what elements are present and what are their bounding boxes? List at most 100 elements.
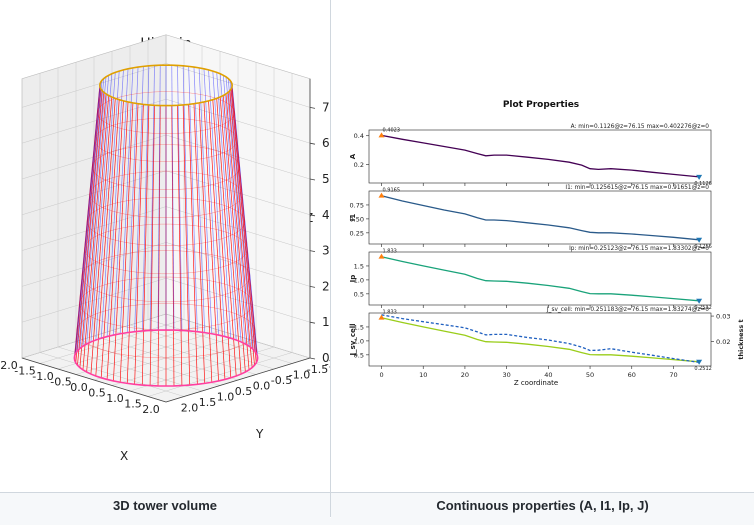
z-tick xyxy=(309,286,316,288)
y-tick-label: 1.0 xyxy=(354,276,364,284)
floor-grid-line xyxy=(39,352,185,397)
z-tick xyxy=(309,321,316,324)
y-tick-label: 0.0 xyxy=(253,379,270,392)
x-tick-label: 1.5 xyxy=(124,397,142,410)
tower-figure-panel: Histwin X Y Z 010203040506070-2.0-1.5-1.… xyxy=(0,0,346,492)
bottom-strip xyxy=(0,518,754,525)
x-tick-label: 20 xyxy=(461,371,469,379)
y-tick-label: 0.5 xyxy=(235,385,253,398)
z-tick-label: 50 xyxy=(322,172,330,186)
property-line xyxy=(381,256,700,302)
z-tick-label: 10 xyxy=(322,315,330,329)
z-tick-label: 0 xyxy=(322,351,330,365)
x-tick-label: 50 xyxy=(586,371,594,379)
z-tick-label: 40 xyxy=(322,208,330,222)
y-tick-label: 1.5 xyxy=(199,396,217,409)
floor-grid-line xyxy=(57,346,203,392)
y2-tick-label: 0.02 xyxy=(716,338,730,346)
properties-figure-panel: Plot Properties Z coordinate 0.2 0.4 A A: m… xyxy=(331,0,754,492)
x-tick-label: 1.0 xyxy=(106,392,124,405)
subplot-frame xyxy=(368,251,712,306)
y-tick-label: 1.0 xyxy=(354,337,364,345)
x-axis-line xyxy=(21,357,167,403)
min-value-label: 0.2512 xyxy=(694,305,712,311)
y-tick-label: 1.5 xyxy=(354,262,364,270)
caption-left: 3D tower volume xyxy=(0,492,330,518)
subplot-frame xyxy=(368,129,712,184)
y2-axis-label: thickness t xyxy=(737,319,745,359)
min-marker xyxy=(696,298,703,304)
subplot-annotation: J_sv_cell: min=0.251183@z=76.15 max=1.83… xyxy=(546,307,709,313)
y-tick-label: 0.50 xyxy=(350,215,364,223)
x-tick-label: 40 xyxy=(544,371,552,379)
y-tick-label: 1.0 xyxy=(217,390,235,403)
y-tick-label: 0.25 xyxy=(350,229,364,237)
max-marker xyxy=(378,253,385,259)
properties-chart-title: Plot Properties xyxy=(503,100,579,110)
subplot-annotation: Ip: min=0.25123@z=76.15 max=1.83302@z=0 xyxy=(569,246,709,252)
tower-ring xyxy=(81,250,251,303)
panel-divider xyxy=(330,0,331,517)
z-tick xyxy=(309,142,316,145)
max-value-label: 0.4023 xyxy=(383,127,401,133)
min-marker xyxy=(696,359,703,365)
y-tick-label: 0.5 xyxy=(354,290,364,298)
y-tick-label: -0.5 xyxy=(271,374,292,387)
z-tick-label: 70 xyxy=(322,100,330,114)
tower-ring xyxy=(84,223,248,274)
property-line xyxy=(381,317,700,363)
z-tick xyxy=(309,250,316,252)
floor-grid-line xyxy=(147,352,293,397)
tower-mesh xyxy=(74,65,258,387)
tower-ring xyxy=(79,276,253,331)
y2-tick-label: 0.03 xyxy=(716,313,730,321)
tower-ring xyxy=(94,117,238,162)
max-value-label: 0.9165 xyxy=(383,188,401,194)
x-axis-label: Z coordinate xyxy=(514,379,558,387)
x-tick-label: 0.5 xyxy=(88,386,106,399)
x-tick-label: 10 xyxy=(419,371,427,379)
y-axis-label: I1 xyxy=(349,214,357,222)
y-axis-label: Ip xyxy=(349,275,357,283)
x-tick-label: 0 xyxy=(379,371,383,379)
y-tick-label: 0.75 xyxy=(350,201,364,209)
min-value-label: 0.1256 xyxy=(694,244,712,250)
max-marker xyxy=(378,192,385,198)
floor-grid-line xyxy=(129,346,275,392)
y-axis-line xyxy=(165,357,311,403)
z-tick-label: 60 xyxy=(322,136,330,150)
subplot-annotation: A: min=0.1126@z=76.15 max=0.402276@z=0 xyxy=(571,124,710,130)
y-tick-label: 0.4 xyxy=(354,132,364,140)
max-value-label: 1.833 xyxy=(383,249,397,255)
z-tick xyxy=(309,214,316,217)
tower-ring xyxy=(87,197,245,246)
property-line xyxy=(381,134,700,178)
min-value-label: 0.1126 xyxy=(694,181,712,187)
x-tick-label: 60 xyxy=(628,371,636,379)
x-tick-label: -2.0 xyxy=(0,359,18,372)
z-tick-label: 30 xyxy=(322,244,330,258)
bottom-ring xyxy=(73,329,259,387)
y-axis-label: Y xyxy=(255,427,264,441)
x-tick-label: 2.0 xyxy=(142,403,160,416)
thickness-line xyxy=(381,314,700,364)
x-tick-label: 70 xyxy=(669,371,677,379)
x-tick-label: -1.0 xyxy=(32,370,53,383)
y-tick-label: 0.5 xyxy=(354,351,364,359)
z-tick xyxy=(309,178,316,181)
y-tick-label: 0.2 xyxy=(354,161,364,169)
y-tick-label: 2.0 xyxy=(181,401,199,414)
tower-ring xyxy=(97,91,235,134)
tower-3d-chart: Histwin X Y Z 010203040506070-2.0-1.5-1.… xyxy=(0,34,346,463)
y-axis-label: A xyxy=(349,153,357,159)
z-tick xyxy=(309,357,316,360)
x-tick-label: 30 xyxy=(502,371,510,379)
max-value-label: 1.833 xyxy=(383,310,397,316)
y-axis-label: J_sv_cell xyxy=(349,323,357,356)
tower-ring xyxy=(92,144,240,190)
max-marker xyxy=(378,132,385,138)
y-tick-label: -1.0 xyxy=(289,368,310,381)
x-tick-label: -0.5 xyxy=(50,375,71,388)
min-marker xyxy=(696,174,703,180)
properties-chart: Plot Properties Z coordinate 0.2 0.4 A A: m… xyxy=(341,96,745,394)
